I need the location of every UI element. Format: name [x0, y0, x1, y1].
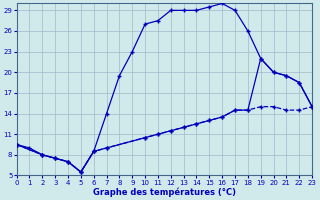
X-axis label: Graphe des températures (°C): Graphe des températures (°C) [93, 187, 236, 197]
